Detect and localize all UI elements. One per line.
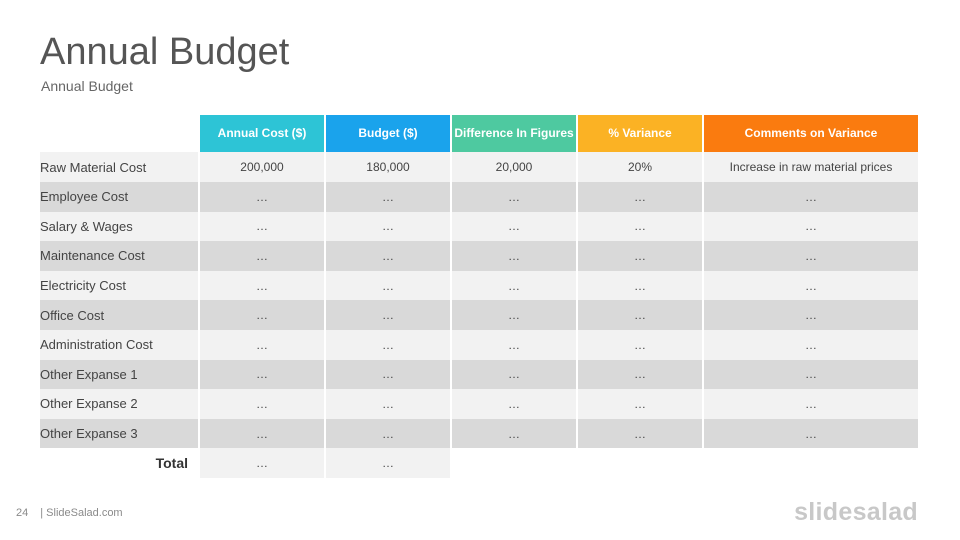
row-label: Other Expanse 2 (40, 389, 200, 419)
cell-comment: … (704, 211, 918, 242)
cell-difference: … (452, 182, 578, 212)
cell-budget: 180,000 (326, 152, 452, 182)
row-label: Maintenance Cost (40, 241, 200, 271)
slide-footer: 24 | SlideSalad.com (16, 507, 123, 519)
cell-difference: … (452, 300, 578, 330)
cell-variance: … (578, 270, 704, 301)
cell-comment: … (704, 182, 918, 212)
cell-difference: … (452, 329, 578, 360)
row-label: Employee Cost (40, 182, 200, 212)
table-row: Employee Cost … … … … … (40, 182, 918, 212)
cell-annual-cost: … (200, 300, 326, 330)
cell-comment: … (704, 359, 918, 390)
cell-difference: … (452, 418, 578, 449)
cell-comment: … (704, 418, 918, 449)
cell-budget: … (326, 241, 452, 271)
slide-subtitle: Annual Budget (41, 78, 133, 94)
total-row: Total … … (40, 448, 918, 479)
table-row: Maintenance Cost … … … … … (40, 241, 918, 271)
cell-budget: … (326, 211, 452, 242)
total-empty-cell (704, 448, 918, 479)
cell-annual-cost: 200,000 (200, 152, 326, 182)
brand-logo: slidesalad (794, 498, 918, 526)
cell-annual-cost: … (200, 270, 326, 301)
header-annual-cost: Annual Cost ($) (200, 115, 326, 152)
cell-variance: … (578, 241, 704, 271)
cell-comment: … (704, 241, 918, 271)
cell-budget: … (326, 270, 452, 301)
cell-difference: … (452, 359, 578, 390)
header-variance: % Variance (578, 115, 704, 152)
cell-variance: 20% (578, 152, 704, 182)
cell-annual-cost: … (200, 329, 326, 360)
table-row: Other Expanse 1 … … … … … (40, 359, 918, 390)
cell-annual-cost: … (200, 418, 326, 449)
table-row: Raw Material Cost 200,000 180,000 20,000… (40, 152, 918, 182)
row-label: Electricity Cost (40, 270, 200, 301)
header-budget: Budget ($) (326, 115, 452, 152)
cell-budget: … (326, 329, 452, 360)
cell-variance: … (578, 389, 704, 419)
table-row: Administration Cost … … … … … (40, 329, 918, 360)
row-label: Other Expanse 1 (40, 359, 200, 390)
cell-budget: … (326, 389, 452, 419)
header-difference: Difference In Figures (452, 115, 578, 152)
total-label: Total (40, 448, 200, 479)
total-empty-cell (452, 448, 578, 479)
cell-difference: 20,000 (452, 152, 578, 182)
budget-table: Annual Cost ($) Budget ($) Difference In… (40, 115, 918, 479)
header-corner (40, 115, 200, 152)
total-empty-cell (578, 448, 704, 479)
cell-difference: … (452, 211, 578, 242)
footer-source: | SlideSalad.com (40, 507, 123, 519)
cell-budget: … (326, 300, 452, 330)
cell-variance: … (578, 329, 704, 360)
row-label: Raw Material Cost (40, 152, 200, 182)
table-header-row: Annual Cost ($) Budget ($) Difference In… (40, 115, 918, 152)
cell-annual-cost: … (200, 359, 326, 390)
cell-budget: … (326, 359, 452, 390)
cell-annual-cost: … (200, 389, 326, 419)
table-row: Salary & Wages … … … … … (40, 211, 918, 242)
cell-variance: … (578, 211, 704, 242)
row-label: Office Cost (40, 300, 200, 330)
total-annual-cost: … (200, 448, 326, 479)
cell-budget: … (326, 182, 452, 212)
cell-difference: … (452, 270, 578, 301)
cell-difference: … (452, 241, 578, 271)
cell-comment: … (704, 300, 918, 330)
total-budget: … (326, 448, 452, 479)
slide-title: Annual Budget (40, 31, 290, 73)
cell-budget: … (326, 418, 452, 449)
cell-difference: … (452, 389, 578, 419)
cell-annual-cost: … (200, 241, 326, 271)
row-label: Salary & Wages (40, 211, 200, 242)
row-label: Other Expanse 3 (40, 418, 200, 449)
cell-comment: … (704, 270, 918, 301)
cell-comment: … (704, 389, 918, 419)
row-label: Administration Cost (40, 329, 200, 360)
cell-annual-cost: … (200, 182, 326, 212)
page-number: 24 (16, 507, 29, 519)
cell-variance: … (578, 359, 704, 390)
table-row: Electricity Cost … … … … … (40, 270, 918, 301)
header-comments: Comments on Variance (704, 115, 918, 152)
cell-variance: … (578, 182, 704, 212)
table-row: Office Cost … … … … … (40, 300, 918, 330)
table-row: Other Expanse 2 … … … … … (40, 389, 918, 419)
table-row: Other Expanse 3 … … … … … (40, 418, 918, 449)
cell-variance: … (578, 418, 704, 449)
cell-annual-cost: … (200, 211, 326, 242)
cell-variance: … (578, 300, 704, 330)
cell-comment: … (704, 329, 918, 360)
cell-comment: Increase in raw material prices (704, 152, 918, 182)
